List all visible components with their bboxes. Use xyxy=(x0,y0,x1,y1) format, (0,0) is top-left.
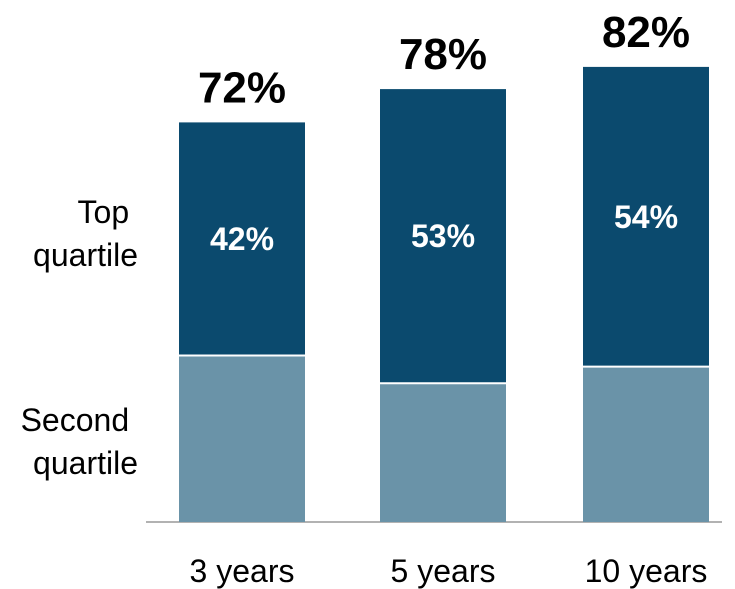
x-tick-label-1: 5 years xyxy=(391,553,496,589)
x-tick-label-2: 10 years xyxy=(585,553,708,589)
legend-top-quartile-line1: Top xyxy=(78,194,130,230)
total-value-label-0: 72% xyxy=(198,63,286,112)
top-quartile-value-label-1: 53% xyxy=(411,218,475,254)
bar-second-quartile-1 xyxy=(380,383,506,522)
top-quartile-value-label-0: 42% xyxy=(210,221,274,257)
x-tick-label-0: 3 years xyxy=(190,553,295,589)
legend-top-quartile-line2: quartile xyxy=(33,237,138,273)
total-value-label-1: 78% xyxy=(399,30,487,79)
top-quartile-value-label-2: 54% xyxy=(614,199,678,235)
legend-top-quartile: Top quartile xyxy=(33,194,138,273)
legend-second-quartile-line1: Second xyxy=(21,402,130,438)
legend-second-quartile-line2: quartile xyxy=(33,445,138,481)
legend-second-quartile: Second quartile xyxy=(21,402,138,481)
total-value-label-2: 82% xyxy=(602,8,690,57)
bar-top-quartile-2 xyxy=(583,66,709,367)
bar-top-quartile-0 xyxy=(179,122,305,356)
bar-second-quartile-0 xyxy=(179,355,305,522)
bar-second-quartile-2 xyxy=(583,366,709,522)
bars-group: 42% 72% 3 years 53% 78% 5 years 54% 82% 10 years xyxy=(179,8,709,589)
bar-top-quartile-1 xyxy=(380,89,506,384)
